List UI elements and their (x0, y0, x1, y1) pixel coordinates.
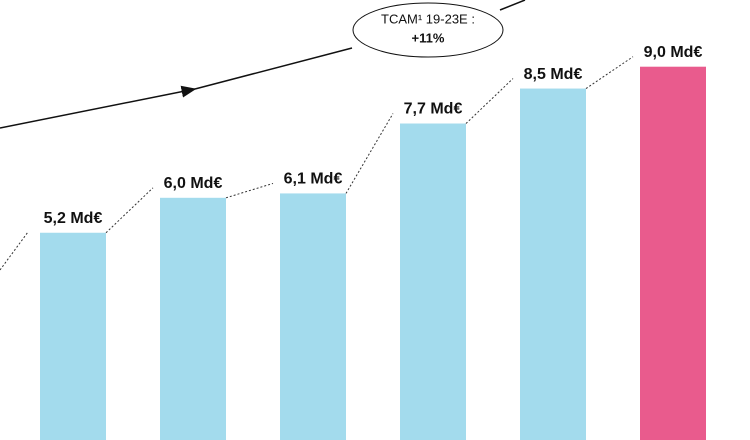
trend-line (194, 47, 353, 90)
annotation-bubble (352, 2, 504, 58)
connector (225, 182, 274, 199)
connector (105, 187, 154, 234)
annotation-line: TCAM¹ 19-23E : (381, 11, 475, 26)
value-label: 6,0 Md€ (164, 175, 223, 192)
connector (585, 56, 634, 89)
value-label: 8,5 Md€ (524, 66, 583, 83)
bar (40, 232, 106, 440)
value-label: 9,0 Md€ (644, 44, 703, 61)
bar (640, 66, 706, 440)
connector (0, 231, 29, 271)
trend-arrow (0, 85, 197, 129)
bar (280, 193, 346, 440)
value-label: 7,7 Md€ (404, 101, 463, 118)
connector (345, 113, 394, 194)
bar (520, 88, 586, 440)
value-label: 6,1 Md€ (284, 171, 343, 188)
trend-line (499, 0, 526, 11)
bar (400, 123, 466, 440)
annotation-line: +11% (412, 30, 445, 45)
value-label: 5,2 Md€ (44, 210, 103, 227)
connector (465, 78, 514, 124)
bar (160, 197, 226, 440)
